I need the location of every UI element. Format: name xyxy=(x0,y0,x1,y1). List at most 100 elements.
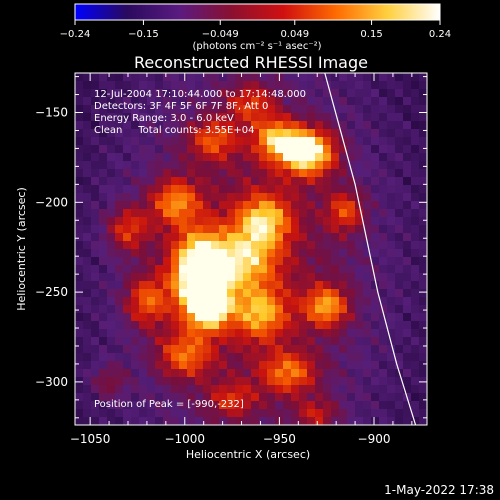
heatmap-cell xyxy=(147,121,156,130)
heatmap-cell xyxy=(91,73,100,82)
heatmap-cell xyxy=(347,121,356,130)
heatmap-cell xyxy=(395,337,404,346)
heatmap-cell xyxy=(259,337,268,346)
heatmap-cell xyxy=(419,81,427,90)
heatmap-cell xyxy=(291,289,300,298)
heatmap-cell xyxy=(283,241,292,250)
heatmap-cell xyxy=(123,281,132,290)
heatmap-cell xyxy=(235,345,244,354)
heatmap-cell xyxy=(299,169,308,178)
heatmap-cell xyxy=(243,121,252,130)
heatmap-cell xyxy=(315,129,324,138)
heatmap-cell xyxy=(227,345,236,354)
heatmap-cell xyxy=(179,145,188,154)
heatmap-cell xyxy=(363,249,372,258)
heatmap-cell xyxy=(275,377,284,386)
heatmap-cell xyxy=(363,393,372,402)
heatmap-cell xyxy=(83,209,92,218)
heatmap-cell xyxy=(115,353,124,362)
heatmap-cell xyxy=(331,305,340,314)
heatmap-cell xyxy=(403,281,412,290)
heatmap-cell xyxy=(91,81,100,90)
heatmap-cell xyxy=(299,417,308,425)
heatmap-cell xyxy=(123,337,132,346)
heatmap-cell xyxy=(267,209,276,218)
heatmap-cell xyxy=(331,257,340,266)
heatmap-cell xyxy=(267,153,276,162)
heatmap-cell xyxy=(83,329,92,338)
heatmap-cell xyxy=(147,305,156,314)
heatmap-cell xyxy=(331,153,340,162)
heatmap-cell xyxy=(243,409,252,418)
heatmap-cell xyxy=(371,297,380,306)
heatmap-cell xyxy=(411,145,420,154)
heatmap-cell xyxy=(243,105,252,114)
heatmap-cell xyxy=(259,121,268,130)
heatmap-cell xyxy=(251,377,260,386)
heatmap-cell xyxy=(267,145,276,154)
heatmap-cell xyxy=(99,201,108,210)
heatmap-cell xyxy=(379,89,388,98)
heatmap-cell xyxy=(299,193,308,202)
heatmap-cell xyxy=(219,145,228,154)
heatmap-cell xyxy=(419,233,427,242)
heatmap-cell xyxy=(259,113,268,122)
heatmap-cell xyxy=(123,313,132,322)
heatmap-cell xyxy=(419,265,427,274)
heatmap-cell xyxy=(227,145,236,154)
heatmap-cell xyxy=(235,129,244,138)
heatmap-cell xyxy=(163,105,172,114)
heatmap-cell xyxy=(307,137,316,146)
heatmap-cell xyxy=(131,377,140,386)
heatmap-cell xyxy=(227,401,236,410)
heatmap-cell xyxy=(379,209,388,218)
heatmap-cell xyxy=(83,409,92,418)
heatmap-cell xyxy=(91,257,100,266)
heatmap-cell xyxy=(203,313,212,322)
heatmap-cell xyxy=(363,401,372,410)
heatmap-cell xyxy=(115,89,124,98)
heatmap-cell xyxy=(131,241,140,250)
heatmap-cell xyxy=(347,313,356,322)
heatmap-cell xyxy=(243,321,252,330)
heatmap-cell xyxy=(283,153,292,162)
heatmap-cell xyxy=(211,217,220,226)
heatmap-cell xyxy=(147,257,156,266)
heatmap-cell xyxy=(91,201,100,210)
heatmap-cell xyxy=(275,337,284,346)
colorbar-tick-label: 0.049 xyxy=(280,29,309,40)
heatmap-cell xyxy=(299,361,308,370)
heatmap-cell xyxy=(379,193,388,202)
heatmap-cell xyxy=(83,369,92,378)
heatmap-cell xyxy=(195,113,204,122)
heatmap-cell xyxy=(179,369,188,378)
heatmap-cell xyxy=(315,345,324,354)
heatmap-cell xyxy=(179,289,188,298)
heatmap-cell xyxy=(75,393,84,402)
heatmap-cell xyxy=(347,321,356,330)
heatmap-cell xyxy=(371,81,380,90)
heatmap-cell xyxy=(403,353,412,362)
heatmap-cell xyxy=(395,177,404,186)
heatmap-cell xyxy=(211,137,220,146)
heatmap-cell xyxy=(419,305,427,314)
heatmap-cell xyxy=(235,401,244,410)
heatmap-cell xyxy=(235,417,244,425)
heatmap-cell xyxy=(339,97,348,106)
heatmap-cell xyxy=(355,185,364,194)
heatmap-cell xyxy=(203,393,212,402)
heatmap-cell xyxy=(387,313,396,322)
heatmap-cell xyxy=(195,81,204,90)
heatmap-cell xyxy=(99,329,108,338)
heatmap-cell xyxy=(323,369,332,378)
heatmap-cell xyxy=(331,177,340,186)
heatmap-cell xyxy=(123,209,132,218)
heatmap-cell xyxy=(387,305,396,314)
heatmap-cell xyxy=(83,273,92,282)
heatmap-cell xyxy=(147,97,156,106)
heatmap-cell xyxy=(315,321,324,330)
heatmap-cell xyxy=(155,81,164,90)
heatmap-cell xyxy=(363,385,372,394)
heatmap-cell xyxy=(315,185,324,194)
heatmap-cell xyxy=(155,289,164,298)
